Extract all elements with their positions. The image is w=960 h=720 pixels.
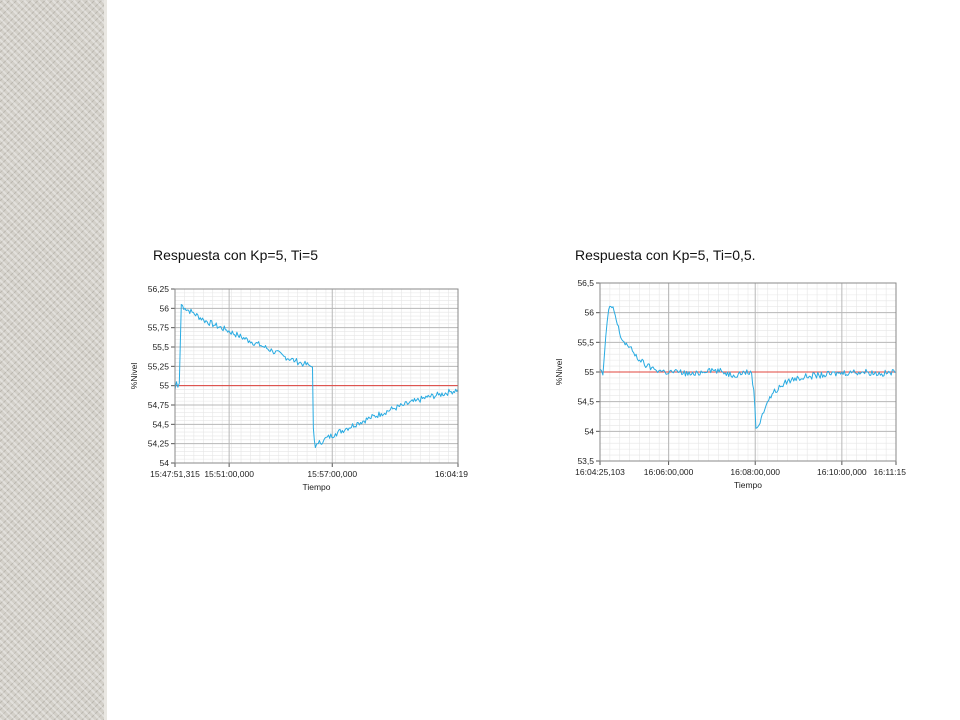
y-tick-label: 54,5 [152,419,169,429]
process-value-line [599,305,897,429]
y-axis-label: %Nivel [554,359,564,386]
y-tick-label: 54,75 [148,400,170,410]
y-tick-label: 54,25 [148,439,170,449]
x-tick-label: 15:51:00,000 [204,469,254,479]
decorative-side-strip [0,0,104,720]
y-tick-label: 56,25 [148,284,170,294]
y-tick-label: 55,5 [577,337,594,347]
process-value-line [174,303,459,449]
level-response-chart-ti-5: 54 54,25 54,5 54,75 55 55,25 55,5 55,75 56 56,25 1… [129,284,468,492]
level-response-chart-ti-0-5: 53,5 54 54,5 55 55,5 56 56,5 16:04:25,103 16:06:… [554,278,907,490]
x-axis-label: Tiempo [734,480,762,490]
side-strip-edge [104,0,107,720]
y-tick-label: 54 [160,458,170,468]
y-tick-label: 55,25 [148,361,170,371]
x-tick-label: 16:08:00,000 [730,467,780,477]
y-tick-label: 55 [585,367,595,377]
y-tick-label: 55,75 [148,323,170,333]
y-tick-label: 54 [585,426,595,436]
y-tick-label: 53,5 [577,456,594,466]
y-tick-label: 56,5 [577,278,594,288]
chart-1-caption: Respuesta con Kp=5, Ti=5 [153,247,318,263]
y-tick-label: 56 [160,303,170,313]
y-tick-label: 56 [585,308,595,318]
plot-frame [174,288,459,464]
y-tick-label: 55 [160,381,170,391]
y-axis-label: %Nivel [129,363,139,390]
y-tick-label: 55,5 [152,342,169,352]
x-tick-label: 16:11:15 [874,467,907,477]
x-tick-label: 16:04:25,103 [575,467,625,477]
x-axis-label: Tiempo [302,482,330,492]
chart-2-caption: Respuesta con Kp=5, Ti=0,5. [575,247,756,263]
x-tick-label: 16:06:00,000 [644,467,694,477]
x-tick-label: 16:10:00,000 [817,467,867,477]
plot-frame [599,282,897,462]
x-tick-label: 15:57:00,000 [307,469,357,479]
x-tick-label: 15:47:51,315 [150,469,200,479]
y-tick-label: 54,5 [577,397,594,407]
x-tick-label: 16:04:19 [435,469,468,479]
